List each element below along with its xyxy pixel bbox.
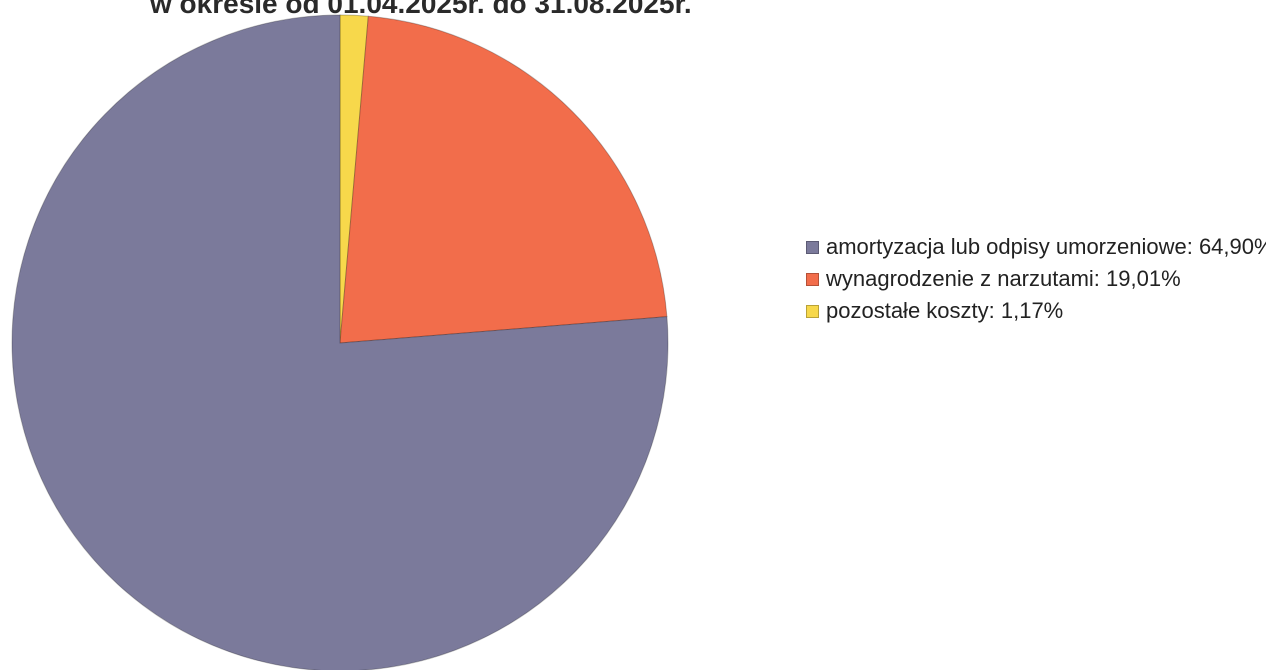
pie-slice-wynagrodzenie <box>339 15 668 344</box>
legend-label-pozostale: pozostałe koszty: 1,17% <box>826 298 1064 323</box>
chart-title: w okresie od 01.04.2025r. do 31.08.2025r… <box>150 0 692 19</box>
legend-swatch-wynagrodzenie <box>806 273 819 286</box>
pie-slices <box>11 14 669 670</box>
legend-label-amortyzacja: amortyzacja lub odpisy umorzeniowe: 64,9… <box>826 234 1266 259</box>
pie-slice-amortyzacja <box>11 14 669 670</box>
pie-slice-pozostale <box>339 14 369 344</box>
legend-label-wynagrodzenie: wynagrodzenie z narzutami: 19,01% <box>826 266 1181 291</box>
legend-item-amortyzacja: amortyzacja lub odpisy umorzeniowe: 64,9… <box>806 234 1266 260</box>
legend: amortyzacja lub odpisy umorzeniowe: 64,9… <box>806 234 1266 330</box>
legend-item-wynagrodzenie: wynagrodzenie z narzutami: 19,01% <box>806 266 1266 292</box>
legend-swatch-pozostale <box>806 305 819 318</box>
legend-item-pozostale: pozostałe koszty: 1,17% <box>806 298 1266 324</box>
legend-swatch-amortyzacja <box>806 241 819 254</box>
